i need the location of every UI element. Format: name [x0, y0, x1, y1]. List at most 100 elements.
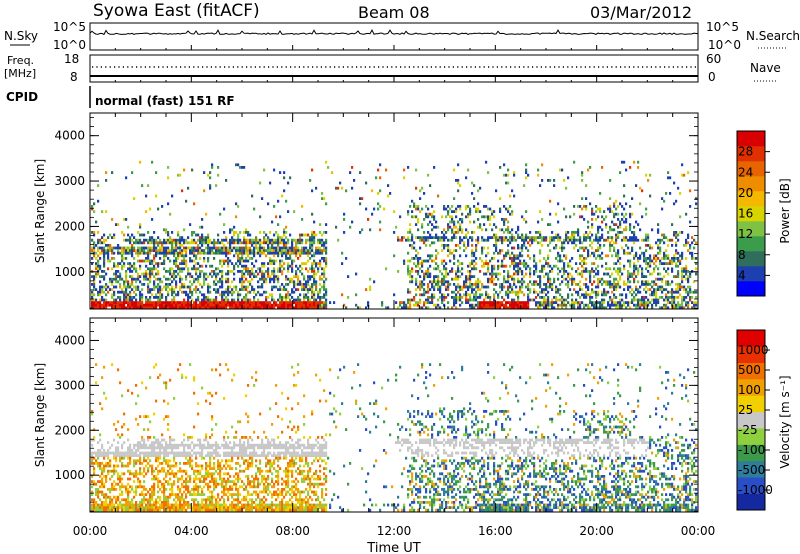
heatmap-cell: [199, 283, 202, 286]
heatmap-cell: [667, 267, 670, 271]
heatmap-cell: [179, 277, 182, 281]
heatmap-cell: [429, 296, 432, 299]
heatmap-cell: [111, 288, 114, 291]
heatmap-cell: [425, 301, 428, 304]
heatmap-cell: [485, 306, 488, 310]
heatmap-cell: [393, 254, 396, 258]
heatmap-cell: [355, 272, 358, 276]
heatmap-cell: [489, 218, 492, 221]
heatmap-cell: [475, 293, 478, 297]
heatmap-cell: [295, 288, 298, 291]
heatmap-cell: [401, 301, 404, 304]
heatmap-cell: [603, 288, 606, 291]
heatmap-cell: [603, 298, 606, 302]
heatmap-cell: [431, 280, 434, 284]
heatmap-cell: [147, 288, 150, 291]
heatmap-cell: [179, 306, 182, 310]
heatmap-cell: [417, 259, 420, 263]
heatmap-cell: [465, 285, 468, 289]
heatmap-cell: [431, 259, 434, 263]
heatmap-cell: [415, 283, 418, 286]
heatmap-cell: [587, 254, 590, 258]
heatmap-cell: [681, 298, 684, 302]
heatmap-cell: [641, 238, 644, 242]
heatmap-cell: [159, 298, 162, 302]
heatmap-cell: [169, 303, 172, 307]
heatmap-cell: [301, 262, 304, 265]
heatmap-cell: [197, 275, 200, 278]
heatmap-cell: [221, 264, 224, 268]
heatmap-cell: [231, 262, 234, 265]
heatmap-cell: [95, 301, 98, 304]
heatmap-cell: [575, 298, 578, 302]
heatmap-cell: [111, 257, 114, 260]
heatmap-cell: [157, 296, 160, 299]
heatmap-cell: [165, 285, 168, 289]
heatmap-cell: [135, 485, 138, 489]
heatmap-cell: [207, 257, 210, 260]
heatmap-cell: [547, 275, 550, 278]
heatmap-cell: [269, 277, 272, 281]
heatmap-cell: [435, 306, 438, 310]
heatmap-cell: [311, 301, 314, 304]
heatmap-cell: [323, 246, 326, 250]
heatmap-cell: [597, 238, 600, 242]
heatmap-cell: [117, 262, 120, 265]
heatmap-cell: [441, 249, 444, 252]
heatmap-cell: [671, 270, 674, 273]
heatmap-cell: [385, 306, 388, 310]
cpid-text: normal (fast) 151 RF: [95, 94, 235, 108]
heatmap-cell: [667, 171, 670, 174]
heatmap-cell: [525, 306, 528, 310]
heatmap-cell: [143, 241, 146, 245]
heatmap-cell: [423, 283, 426, 286]
heatmap-cell: [163, 246, 166, 250]
heatmap-cell: [277, 270, 280, 273]
heatmap-cell: [519, 259, 522, 263]
heatmap-cell: [485, 238, 488, 242]
heatmap-cell: [211, 303, 214, 307]
heatmap-cell: [677, 306, 680, 310]
heatmap-cell: [565, 238, 568, 242]
heatmap-cell: [171, 306, 174, 310]
heatmap-cell: [245, 277, 248, 281]
heatmap-cell: [271, 272, 274, 276]
heatmap-cell: [325, 277, 328, 281]
heatmap-cell: [311, 236, 314, 239]
heatmap-cell: [559, 293, 562, 297]
heatmap-cell: [319, 238, 322, 242]
heatmap-cell: [175, 293, 178, 297]
heatmap-cell: [111, 303, 114, 307]
heatmap-cell: [443, 207, 446, 211]
heatmap-cell: [225, 303, 228, 307]
heatmap-cell: [493, 296, 496, 299]
heatmap-cell: [307, 251, 310, 255]
heatmap-cell: [435, 262, 438, 265]
heatmap-cell: [495, 244, 498, 247]
heatmap-cell: [461, 301, 464, 304]
heatmap-cell: [149, 207, 152, 211]
heatmap-cell: [481, 283, 484, 286]
heatmap-cell: [249, 238, 252, 242]
heatmap-cell: [259, 270, 262, 273]
heatmap-cell: [95, 257, 98, 260]
heatmap-cell: [529, 257, 532, 260]
heatmap-cell: [671, 290, 674, 294]
heatmap-cell: [325, 246, 328, 250]
heatmap-cell: [359, 306, 362, 310]
heatmap-cell: [223, 262, 226, 265]
heatmap-cell: [135, 241, 138, 245]
heatmap-cell: [503, 218, 506, 221]
heatmap-cell: [627, 288, 630, 291]
heatmap-cell: [487, 246, 490, 250]
heatmap-cell: [225, 238, 228, 242]
heatmap-cell: [323, 293, 326, 297]
heatmap-cell: [145, 296, 148, 299]
heatmap-cell: [503, 254, 506, 258]
heatmap-cell: [249, 306, 252, 310]
heatmap-cell: [425, 244, 428, 247]
heatmap-cell: [567, 241, 570, 245]
heatmap-cell: [257, 246, 260, 250]
heatmap-cell: [565, 303, 568, 307]
heatmap-cell: [511, 288, 514, 291]
